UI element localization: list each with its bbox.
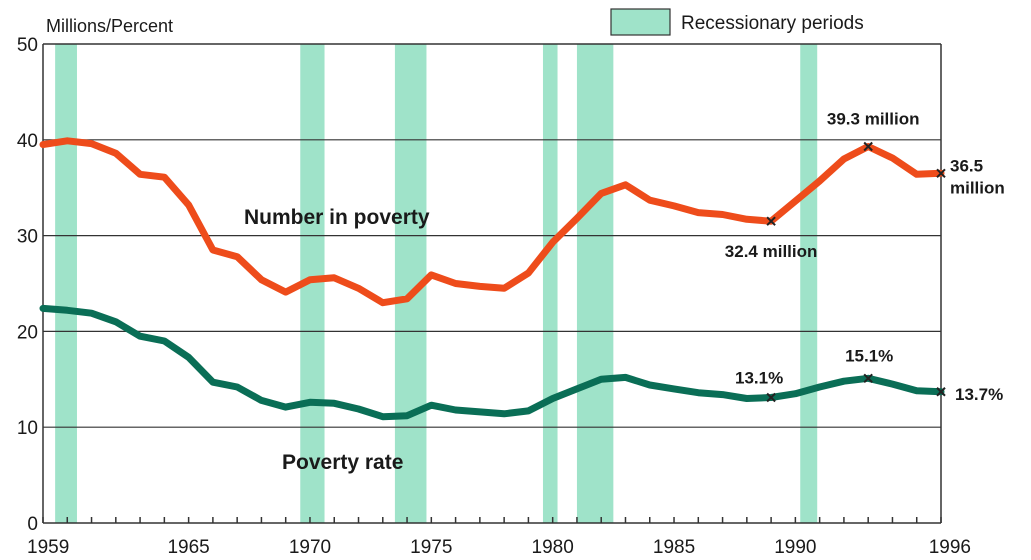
x-tick-label: 1975: [410, 537, 452, 558]
annotation-label: 36.5: [950, 156, 983, 175]
annotation-label: 39.3 million: [827, 110, 920, 129]
x-tick-label: 1980: [532, 537, 574, 558]
y-tick-label: 50: [17, 35, 38, 56]
x-tick-label: 1959: [27, 537, 69, 558]
annotation-marker: [936, 168, 946, 179]
y-axis-title: Millions/Percent: [46, 16, 173, 36]
x-tick-label: 1996: [929, 537, 971, 558]
x-tick-label: 1965: [167, 537, 209, 558]
legend-swatch-recessionary: [610, 8, 671, 36]
y-tick-label: 40: [17, 131, 38, 152]
series-label-number-in-poverty: Number in poverty: [244, 206, 430, 229]
recession-bands: [55, 44, 818, 523]
annotation-label-line2: million: [950, 178, 1005, 197]
recession-band: [542, 44, 558, 523]
series-lines: [39, 137, 945, 421]
x-tick-label: 1970: [289, 537, 331, 558]
annotation-marker: [766, 216, 776, 226]
series-line-number-in-poverty: [39, 137, 945, 307]
annotation-marker: [863, 373, 873, 384]
annotation-label: 15.1%: [845, 346, 893, 365]
annotation-marker: [936, 387, 946, 397]
series-label-poverty-rate: Poverty rate: [282, 451, 403, 474]
series-line-poverty-rate: [39, 304, 945, 421]
annotation-marker: [766, 392, 776, 403]
legend: Recessionary periods: [610, 8, 864, 36]
recession-band: [55, 44, 77, 523]
gridlines: [43, 43, 941, 428]
axes: 0 10 20 30 40 50 1959 1965 1970 1975 1980 1985 1990 1…: [17, 35, 971, 558]
recession-band: [800, 44, 818, 523]
annotations: 39.3 million 32.4 million 36.5 million 13.1%…: [725, 110, 1005, 404]
annotation-label: 13.1%: [735, 369, 783, 388]
annotation-label: 32.4 million: [725, 242, 818, 261]
annotation-marker: [863, 141, 873, 152]
annotation-label: 13.7%: [955, 385, 1003, 404]
x-tick-label: 1990: [774, 537, 816, 558]
legend-label-recessionary: Recessionary periods: [681, 13, 864, 34]
y-tick-label: 30: [17, 227, 38, 248]
y-tick-label: 20: [17, 322, 38, 343]
y-tick-label: 10: [17, 418, 38, 439]
x-tick-label: 1985: [653, 537, 695, 558]
y-tick-label: 0: [27, 514, 38, 535]
recession-band: [576, 44, 614, 523]
